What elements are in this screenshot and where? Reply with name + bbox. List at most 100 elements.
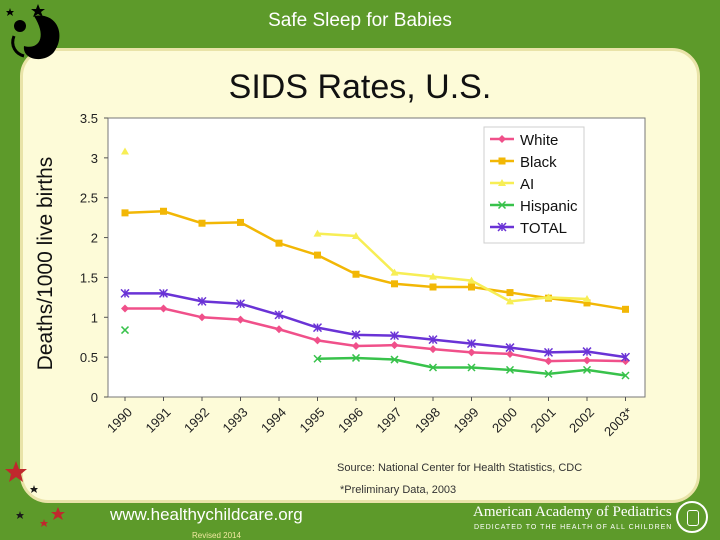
data-point-white: [390, 341, 399, 350]
legend-marker-white: [498, 135, 506, 143]
y-tick-label: 1: [91, 310, 98, 325]
data-point-black: [198, 219, 206, 227]
data-point-white: [429, 345, 437, 354]
data-point-black: [391, 280, 398, 288]
data-point-total: [158, 288, 169, 298]
y-tick-label: 1.5: [80, 270, 98, 285]
organization-name: American Academy of Pediatrics: [473, 504, 672, 520]
data-point-white: [198, 313, 206, 322]
data-point-black: [160, 207, 167, 215]
legend-label-white: White: [520, 132, 558, 149]
data-point-black: [352, 270, 360, 278]
x-tick-label: 2003*: [601, 405, 636, 440]
series-line-ai: [317, 232, 588, 303]
y-tick-label: 3: [91, 151, 98, 166]
data-point-total: [543, 347, 554, 357]
legend-label-black: Black: [520, 154, 557, 171]
source-note: Source: National Center for Health Stati…: [337, 462, 582, 474]
legend-marker-hispanic: [497, 200, 507, 210]
data-point-black: [468, 283, 475, 291]
data-point-white: [313, 336, 322, 345]
x-tick-label: 1997: [374, 405, 405, 436]
legend-label-ai: AI: [520, 176, 534, 193]
aap-seal-icon: [676, 501, 708, 533]
decorative-stars-icon: [5, 461, 65, 527]
data-point-white: [506, 349, 514, 358]
x-tick-label: 1994: [258, 405, 289, 436]
data-point-hispanic: [467, 363, 476, 372]
x-tick-label: 2001: [528, 405, 559, 436]
data-point-total: [274, 310, 284, 320]
data-point-total: [582, 347, 592, 357]
data-point-total: [505, 343, 515, 353]
data-point-hispanic: [582, 365, 592, 374]
revised-note: Revised 2014: [192, 531, 241, 540]
data-point-black: [429, 283, 437, 291]
data-point-white: [467, 348, 476, 357]
data-point-ai: [467, 276, 476, 284]
data-point-white: [159, 304, 168, 313]
x-tick-label: 1996: [335, 405, 366, 436]
data-point-ai: [121, 147, 129, 155]
data-point-white: [352, 341, 360, 350]
y-tick-label: 2: [91, 231, 98, 246]
legend-marker-black: [498, 157, 506, 165]
y-tick-label: 0.5: [80, 350, 98, 365]
slide-title: Safe Sleep for Babies: [268, 10, 452, 31]
data-point-white: [121, 304, 129, 313]
data-point-white: [275, 325, 283, 334]
data-point-total: [466, 339, 477, 349]
data-point-total: [120, 288, 130, 298]
data-point-white: [583, 356, 591, 365]
series-line-white: [125, 307, 626, 363]
data-point-black: [314, 251, 321, 259]
x-tick-label: 1991: [143, 405, 174, 436]
organization-tagline: DEDICATED TO THE HEALTH OF ALL CHILDREN: [474, 524, 673, 531]
data-point-total: [312, 323, 323, 333]
data-point-hispanic: [428, 363, 438, 372]
chart-title: SIDS Rates, U.S.: [228, 68, 492, 106]
data-point-black: [237, 218, 244, 226]
x-tick-label: 1990: [104, 405, 135, 436]
data-point-hispanic: [351, 353, 361, 362]
data-point-hispanic: [621, 371, 630, 380]
data-point-white: [544, 357, 553, 366]
data-point-black: [506, 289, 514, 297]
x-tick-label: 1998: [412, 405, 443, 436]
data-point-hispanic: [505, 365, 515, 374]
legend-marker-ai: [498, 179, 506, 186]
y-tick-label: 3.5: [80, 111, 98, 126]
data-point-black: [583, 299, 591, 307]
legend-marker-total: [497, 222, 507, 232]
data-point-total: [389, 331, 400, 341]
legend-label-total: TOTAL: [520, 220, 567, 237]
data-point-total: [620, 352, 631, 362]
data-point-ai: [390, 268, 399, 276]
data-point-total: [197, 296, 207, 306]
data-point-white: [236, 315, 245, 324]
data-point-total: [235, 299, 246, 309]
baby-moon-logo-icon: [6, 4, 60, 60]
x-tick-label: 1993: [220, 405, 251, 436]
x-tick-label: 2002: [566, 405, 597, 436]
data-point-hispanic: [120, 326, 130, 335]
y-axis-label: Deaths/1000 live births: [34, 157, 57, 371]
data-point-ai: [583, 294, 591, 302]
data-point-ai: [506, 297, 514, 305]
y-tick-label: 2.5: [80, 191, 98, 206]
series-line-total: [125, 292, 626, 359]
data-point-black: [121, 209, 129, 217]
y-tick-label: 0: [91, 390, 98, 405]
data-point-total: [351, 330, 361, 340]
preliminary-note: *Preliminary Data, 2003: [340, 484, 456, 496]
data-point-black: [622, 305, 629, 313]
data-point-black: [275, 239, 283, 247]
data-point-hispanic: [544, 369, 553, 378]
data-point-ai: [313, 229, 322, 237]
legend-label-hispanic: Hispanic: [520, 198, 578, 215]
data-point-total: [428, 335, 438, 345]
website-link[interactable]: www.healthychildcare.org: [110, 505, 303, 524]
data-point-ai: [429, 272, 437, 280]
data-point-hispanic: [390, 355, 399, 364]
